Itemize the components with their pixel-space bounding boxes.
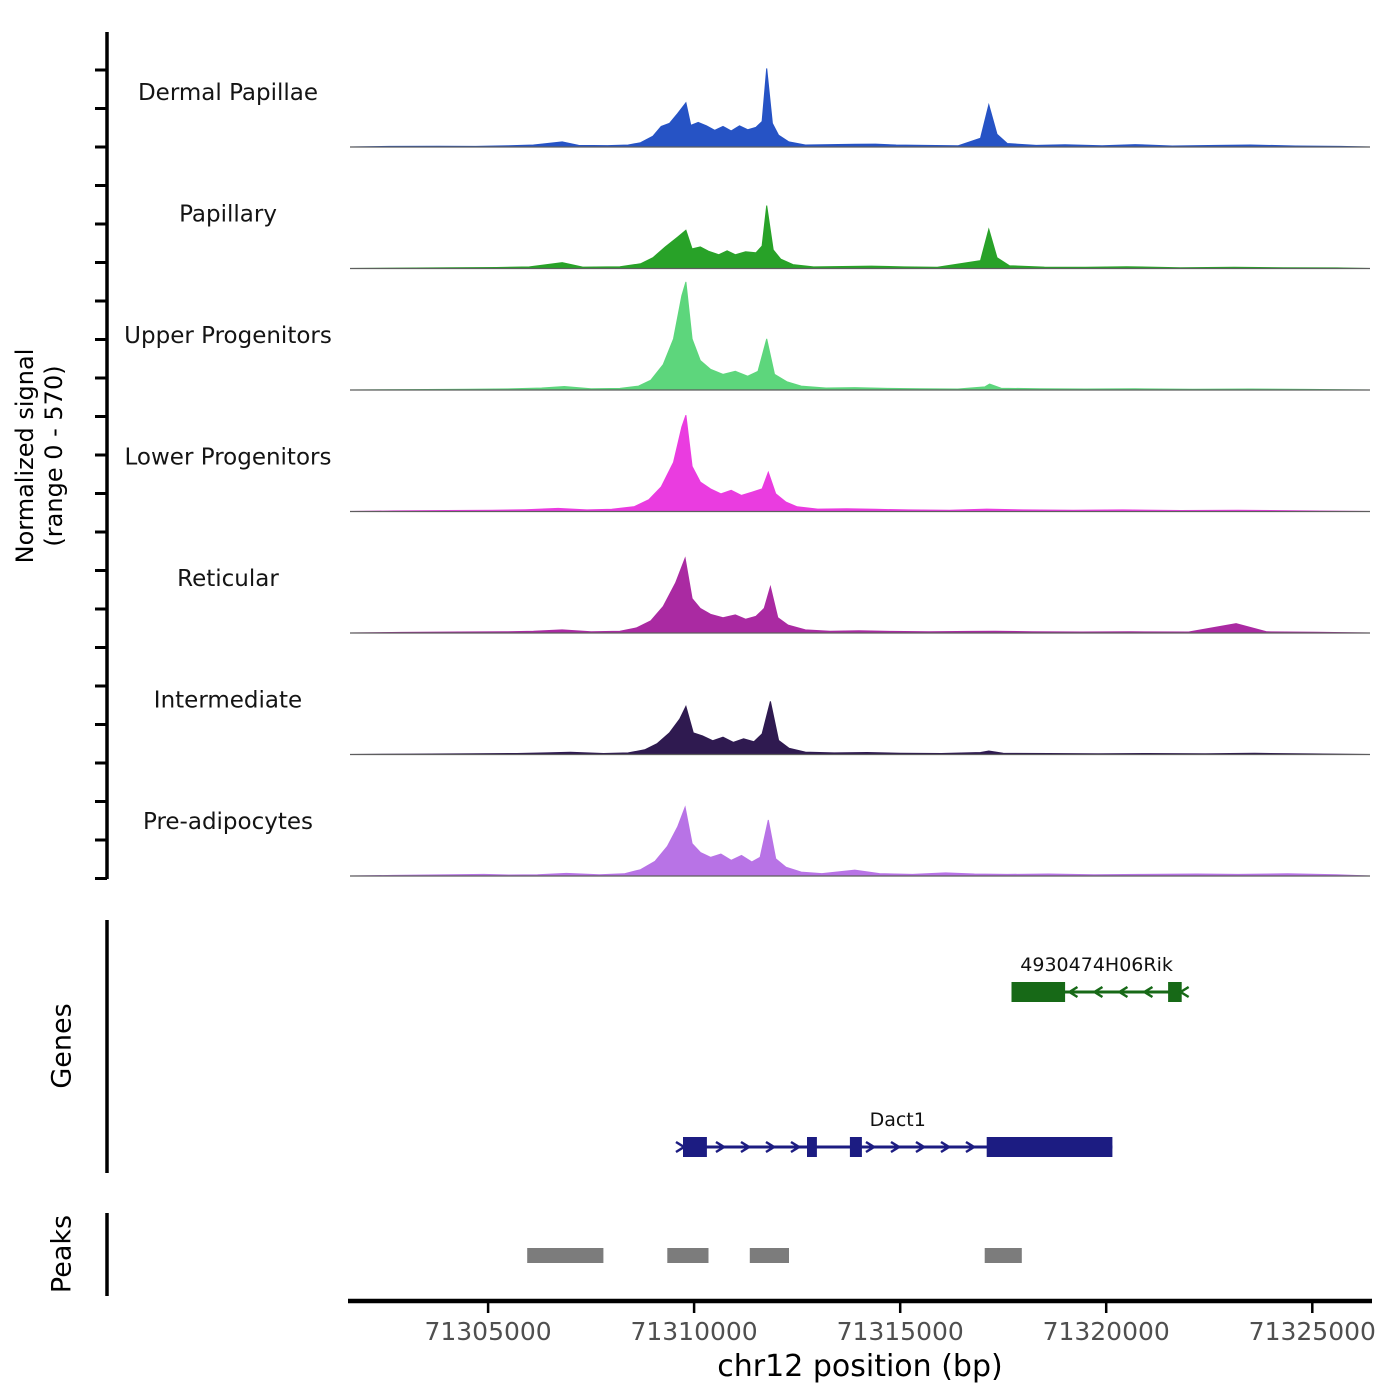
peak-regions [527, 1248, 1022, 1263]
strand-arrow-icon [740, 1140, 752, 1154]
gene-exon [683, 1137, 707, 1157]
signal-area [349, 805, 1371, 877]
gene-exon [1168, 982, 1182, 1002]
track-label: Papillary [179, 202, 277, 228]
x-axis: 71305000 71310000 71315000 71320000 71325000… [348, 1298, 1376, 1384]
track-label: Upper Progenitors [124, 323, 332, 349]
x-axis-tick-label: 71315000 [837, 1317, 964, 1346]
signal-track-lower-progenitors: Lower Progenitors [125, 415, 1371, 513]
signal-track-reticular: Reticular [177, 556, 1371, 634]
signal-y-axis-ticks [95, 68, 107, 880]
gene-name-label: Dact1 [870, 1109, 926, 1131]
peaks-section-label-wrap: Peaks [47, 1215, 78, 1293]
signal-track-pre-adipocytes: Pre-adipocytes [143, 805, 1371, 877]
y-axis-label: Normalized signal (range 0 - 570) [11, 349, 68, 564]
x-axis-tick-label: 71320000 [1043, 1317, 1170, 1346]
x-axis-title: chr12 position (bp) [717, 1349, 1002, 1384]
signal-track-upper-progenitors: Upper Progenitors [124, 281, 1371, 391]
gene-exon [1011, 982, 1066, 1002]
signal-area [349, 701, 1371, 755]
signal-tracks: Dermal Papillae Papillary Upper Progenitor… [124, 68, 1371, 877]
strand-arrow-icon [940, 1140, 952, 1154]
x-axis-ticks: 71305000 71310000 71315000 71320000 71325000 [424, 1301, 1376, 1346]
gene-name-label: 4930474H06Rik [1020, 954, 1173, 976]
strand-arrow-icon [1178, 985, 1190, 999]
track-label: Intermediate [154, 688, 302, 714]
strand-arrow-icon [715, 1140, 727, 1154]
signal-area [349, 205, 1371, 269]
genes-section-label: Genes [47, 1003, 78, 1088]
signal-track-papillary: Papillary [179, 202, 1371, 270]
x-axis-tick-label: 71305000 [424, 1317, 551, 1346]
signal-area [349, 415, 1371, 512]
signal-area [349, 281, 1371, 391]
y-axis-label-line2: (range 0 - 570) [40, 365, 68, 546]
gene-dact1: Dact1 [675, 1109, 1113, 1157]
peak-region [749, 1248, 789, 1263]
strand-arrow-icon [790, 1140, 802, 1154]
gene-exon [807, 1137, 817, 1157]
peak-region [667, 1248, 709, 1263]
x-axis-tick-label: 71325000 [1249, 1317, 1376, 1346]
peaks-section: Peaks [47, 1213, 1022, 1296]
peaks-section-label: Peaks [47, 1215, 78, 1293]
track-label: Reticular [177, 566, 279, 592]
y-axis-label-line1: Normalized signal [11, 349, 39, 564]
strand-arrow-icon [1067, 985, 1079, 999]
strand-arrow-icon [1092, 985, 1104, 999]
strand-arrow-icon [915, 1140, 927, 1154]
strand-arrow-icon [675, 1140, 687, 1154]
strand-arrow-icon [765, 1140, 777, 1154]
signal-area [349, 68, 1371, 148]
gene-models: 4930474H06Rik Dact1 [675, 954, 1190, 1157]
signal-area [349, 556, 1371, 634]
gene-exon [849, 1137, 862, 1157]
genes-section: Genes 4930474H06Rik Dact1 [47, 920, 1190, 1173]
gene-4930474h06rik: 4930474H06Rik [1011, 954, 1190, 1002]
strand-arrow-icon [1117, 985, 1129, 999]
track-label: Pre-adipocytes [143, 809, 313, 835]
genes-section-label-wrap: Genes [47, 1003, 78, 1088]
x-axis-tick-label: 71310000 [630, 1317, 757, 1346]
track-label: Dermal Papillae [138, 80, 318, 106]
strand-arrow-icon [890, 1140, 902, 1154]
strand-arrow-icon [865, 1140, 877, 1154]
peak-region [984, 1248, 1022, 1263]
gene-exon [986, 1137, 1113, 1157]
strand-arrow-icon [965, 1140, 977, 1154]
peak-region [527, 1248, 604, 1263]
track-label: Lower Progenitors [125, 445, 332, 471]
strand-arrow-icon [1142, 985, 1154, 999]
signal-section: Normalized signal (range 0 - 570) Dermal… [11, 32, 1371, 880]
signal-track-dermal-papillae: Dermal Papillae [138, 68, 1371, 148]
signal-track-intermediate: Intermediate [154, 688, 1371, 756]
